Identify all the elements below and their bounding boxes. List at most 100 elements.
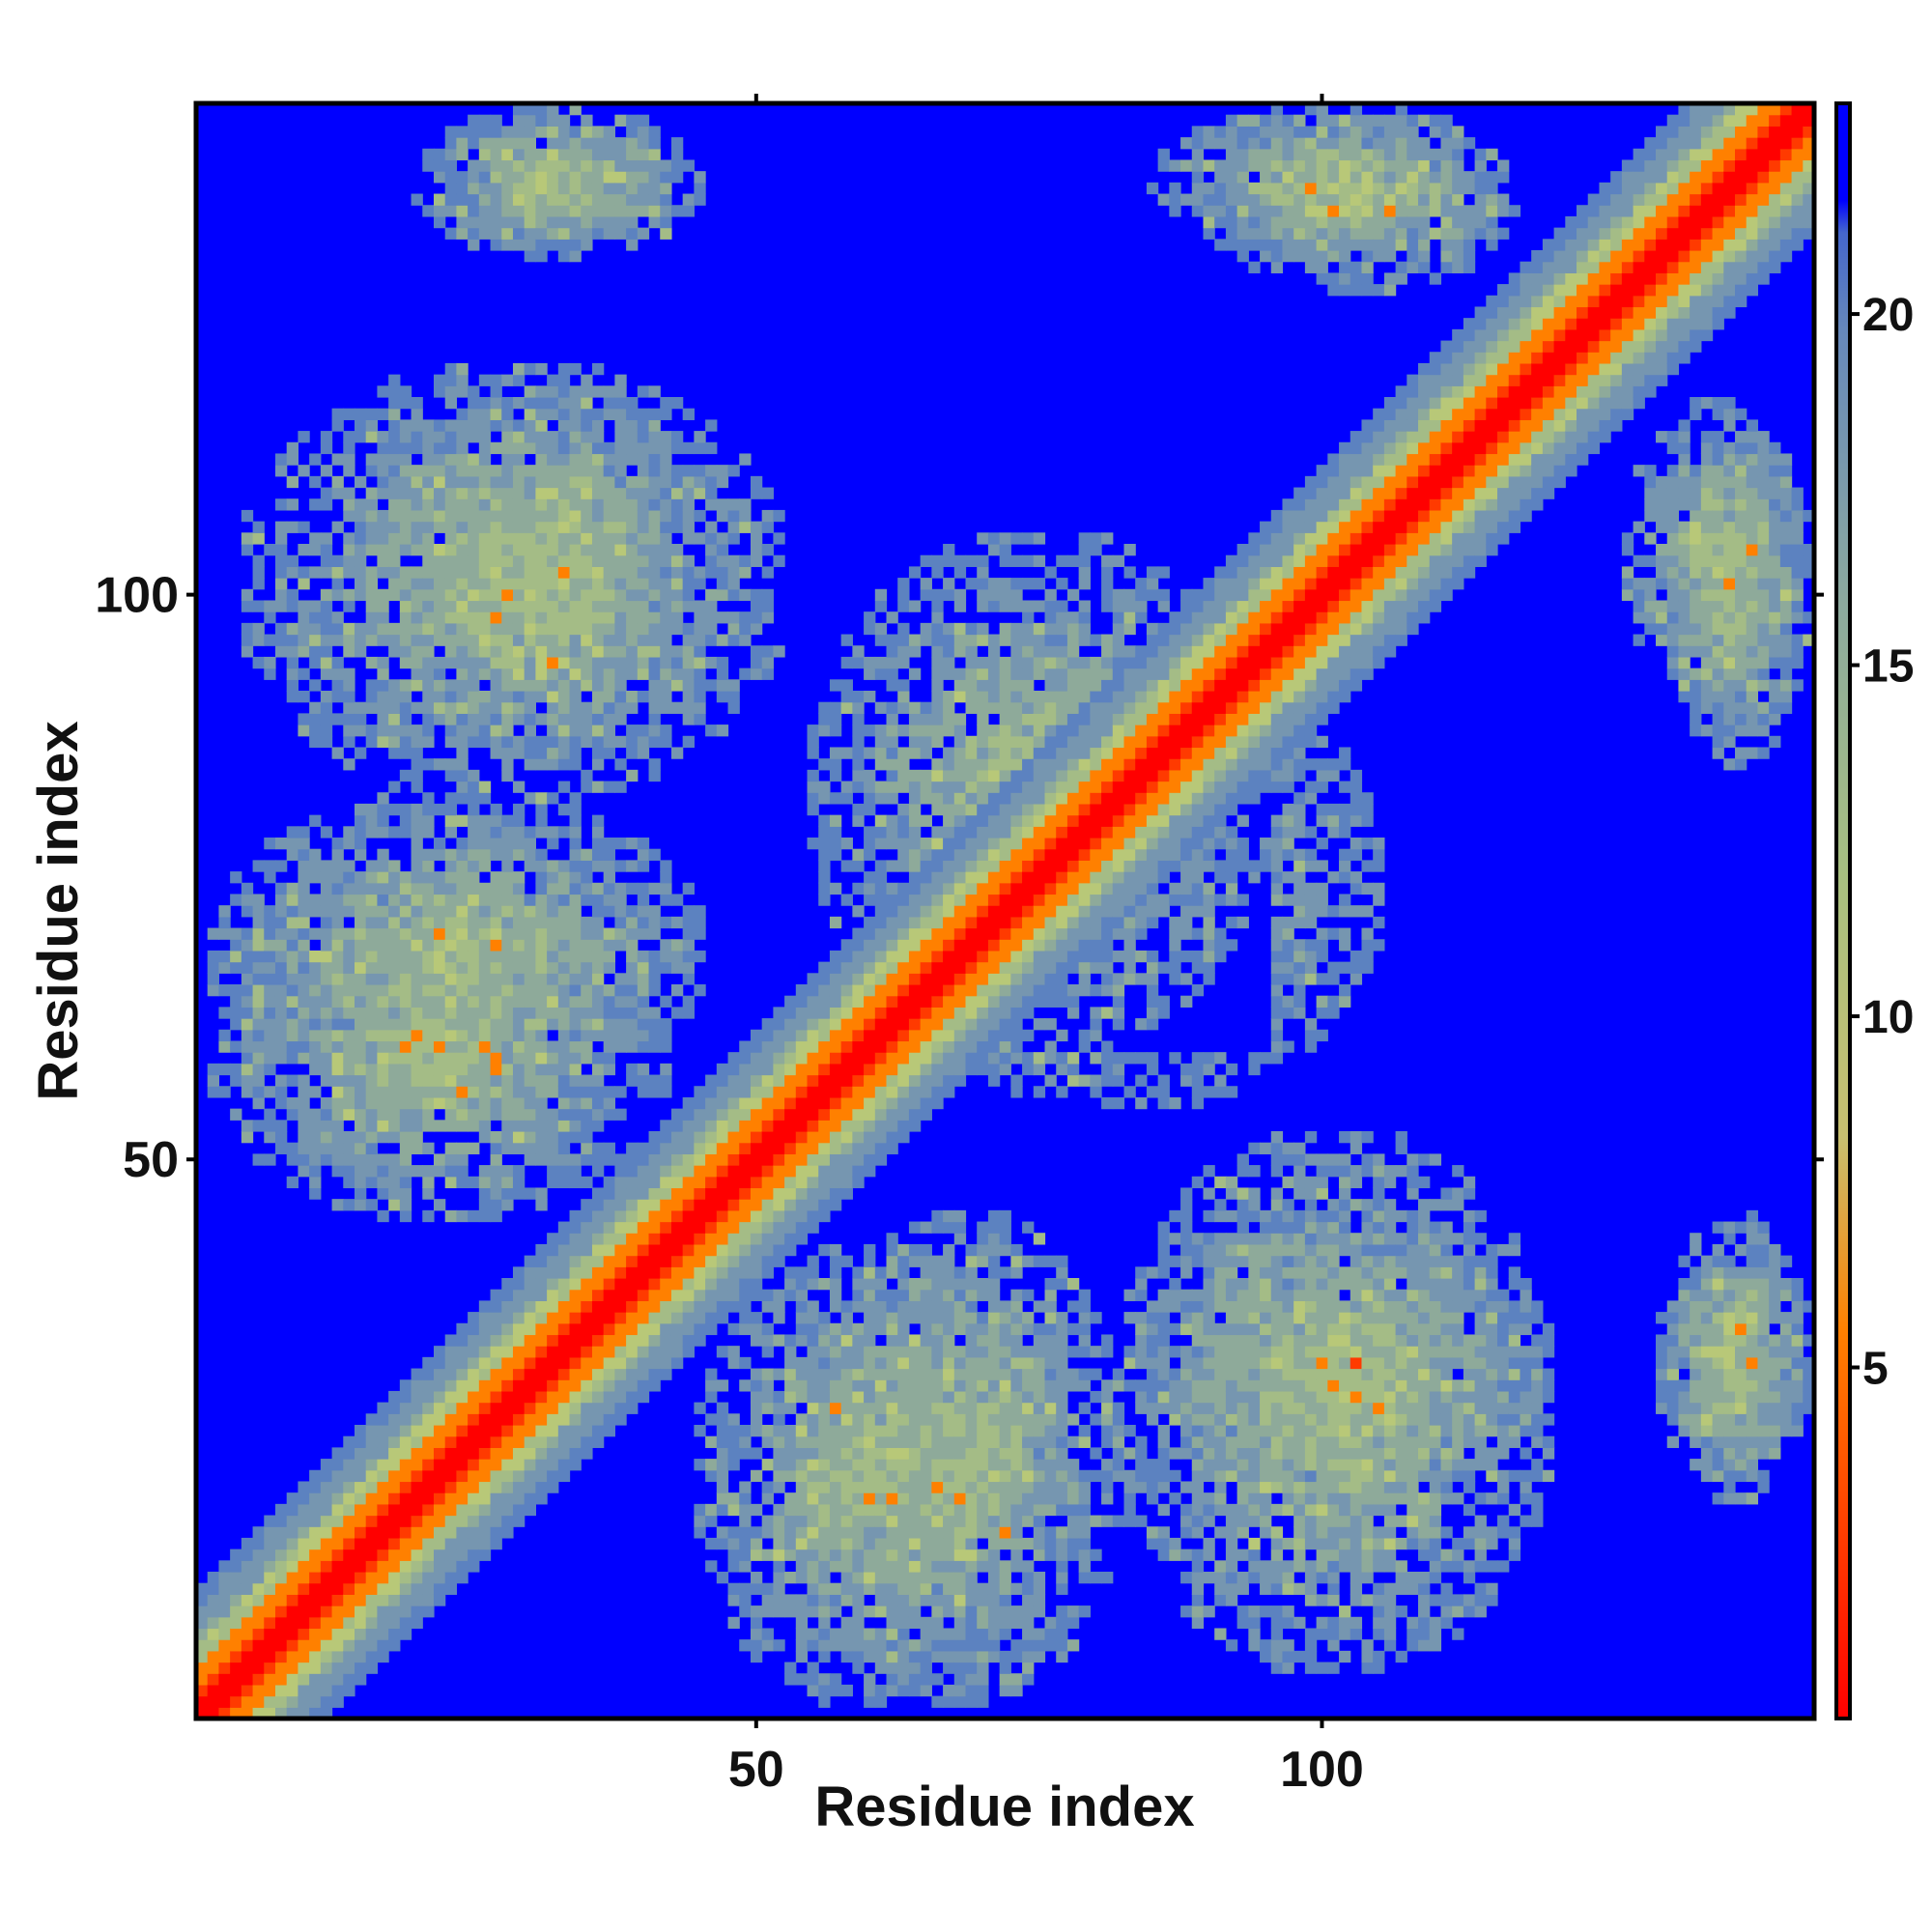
heatmap-cell xyxy=(852,701,865,714)
heatmap-cell xyxy=(637,554,650,567)
heatmap-cell xyxy=(456,441,469,455)
heatmap-cell xyxy=(761,1300,774,1313)
heatmap-cell xyxy=(750,1605,763,1618)
heatmap-cell xyxy=(705,544,718,556)
heatmap-cell xyxy=(535,1142,548,1154)
heatmap-cell xyxy=(557,1221,571,1234)
heatmap-cell xyxy=(557,227,571,240)
heatmap-cell xyxy=(524,419,536,432)
heatmap-cell xyxy=(535,239,548,251)
heatmap-cell xyxy=(399,1616,412,1630)
heatmap-cell xyxy=(614,735,627,749)
heatmap-cell xyxy=(852,927,865,940)
heatmap-cell xyxy=(433,1007,446,1019)
heatmap-cell xyxy=(648,1368,661,1380)
heatmap-cell xyxy=(591,1153,605,1166)
heatmap-cell xyxy=(581,939,593,952)
heatmap-cell xyxy=(320,1560,333,1573)
heatmap-cell xyxy=(444,1018,457,1031)
heatmap-cell xyxy=(569,634,582,646)
heatmap-cell xyxy=(569,713,582,725)
heatmap-cell xyxy=(547,1334,559,1347)
heatmap-cell xyxy=(727,1108,740,1121)
heatmap-cell xyxy=(501,668,514,680)
heatmap-cell xyxy=(535,227,548,240)
heatmap-cell xyxy=(773,554,785,567)
heatmap-cell xyxy=(682,701,695,714)
heatmap-cell xyxy=(512,1120,526,1132)
heatmap-cell xyxy=(468,939,480,952)
heatmap-cell xyxy=(422,645,435,658)
heatmap-cell xyxy=(377,600,389,612)
heatmap-cell xyxy=(852,1142,865,1154)
heatmap-cell xyxy=(512,645,526,658)
heatmap-cell xyxy=(569,1096,582,1110)
heatmap-cell xyxy=(614,1018,627,1031)
heatmap-cell xyxy=(591,973,605,985)
heatmap-cell xyxy=(784,1233,797,1245)
heatmap-cell xyxy=(897,747,910,759)
heatmap-cell xyxy=(569,882,582,895)
heatmap-cell xyxy=(365,701,379,714)
heatmap-cell xyxy=(512,735,526,749)
heatmap-cell xyxy=(953,1300,967,1313)
heatmap-cell xyxy=(264,1650,276,1663)
heatmap-cell xyxy=(660,1334,672,1347)
heatmap-cell xyxy=(274,1074,288,1087)
heatmap-cell xyxy=(365,634,379,646)
heatmap-cell xyxy=(444,950,457,963)
heatmap-cell xyxy=(468,1425,480,1437)
heatmap-cell xyxy=(422,973,435,985)
heatmap-cell xyxy=(660,656,672,669)
heatmap-cell xyxy=(557,465,571,477)
heatmap-cell xyxy=(399,656,412,669)
heatmap-cell xyxy=(603,521,615,533)
heatmap-cell xyxy=(864,1007,876,1019)
heatmap-cell xyxy=(388,1605,401,1618)
heatmap-cell xyxy=(365,1650,379,1663)
heatmap-cell xyxy=(795,1176,809,1189)
heatmap-cell xyxy=(864,1165,876,1178)
heatmap-cell xyxy=(468,1413,480,1426)
heatmap-cell xyxy=(773,1199,785,1211)
heatmap-cell xyxy=(795,1165,809,1178)
heatmap-cell xyxy=(433,656,446,669)
heatmap-cell xyxy=(557,1266,571,1279)
heatmap-cell xyxy=(218,1007,231,1019)
heatmap-cell xyxy=(569,1402,582,1414)
heatmap-cell xyxy=(377,1007,389,1019)
heatmap-cell xyxy=(626,1040,639,1053)
heatmap-cell xyxy=(637,1040,650,1053)
heatmap-cell xyxy=(535,114,548,127)
heatmap-cell xyxy=(569,554,582,567)
heatmap-cell xyxy=(524,995,536,1008)
heatmap-cell xyxy=(761,1063,774,1076)
heatmap-cell xyxy=(411,588,423,602)
heatmap-cell xyxy=(433,1572,446,1584)
heatmap-cell xyxy=(286,973,299,985)
heatmap-cell xyxy=(829,1040,842,1053)
heatmap-cell xyxy=(773,1560,785,1573)
heatmap-cell xyxy=(716,532,729,545)
heatmap-cell xyxy=(274,578,288,590)
heatmap-cell xyxy=(501,735,514,749)
heatmap-cell xyxy=(490,588,502,602)
heatmap-cell xyxy=(716,1131,729,1144)
heatmap-cell xyxy=(468,713,480,725)
heatmap-cell xyxy=(920,1390,932,1404)
heatmap-cell xyxy=(660,408,672,420)
heatmap-cell xyxy=(908,668,922,680)
heatmap-cell xyxy=(852,1402,865,1414)
heatmap-cell xyxy=(365,1108,379,1121)
heatmap-cell xyxy=(399,814,412,827)
heatmap-cell xyxy=(512,441,526,455)
heatmap-cell xyxy=(603,611,615,624)
heatmap-cell xyxy=(286,691,299,703)
heatmap-cell xyxy=(331,521,344,533)
heatmap-cell xyxy=(739,521,752,533)
heatmap-cell xyxy=(569,1356,582,1370)
heatmap-cell xyxy=(660,205,672,217)
heatmap-cell xyxy=(908,1639,922,1652)
heatmap-cell xyxy=(354,894,367,906)
heatmap-cell xyxy=(784,1469,797,1483)
